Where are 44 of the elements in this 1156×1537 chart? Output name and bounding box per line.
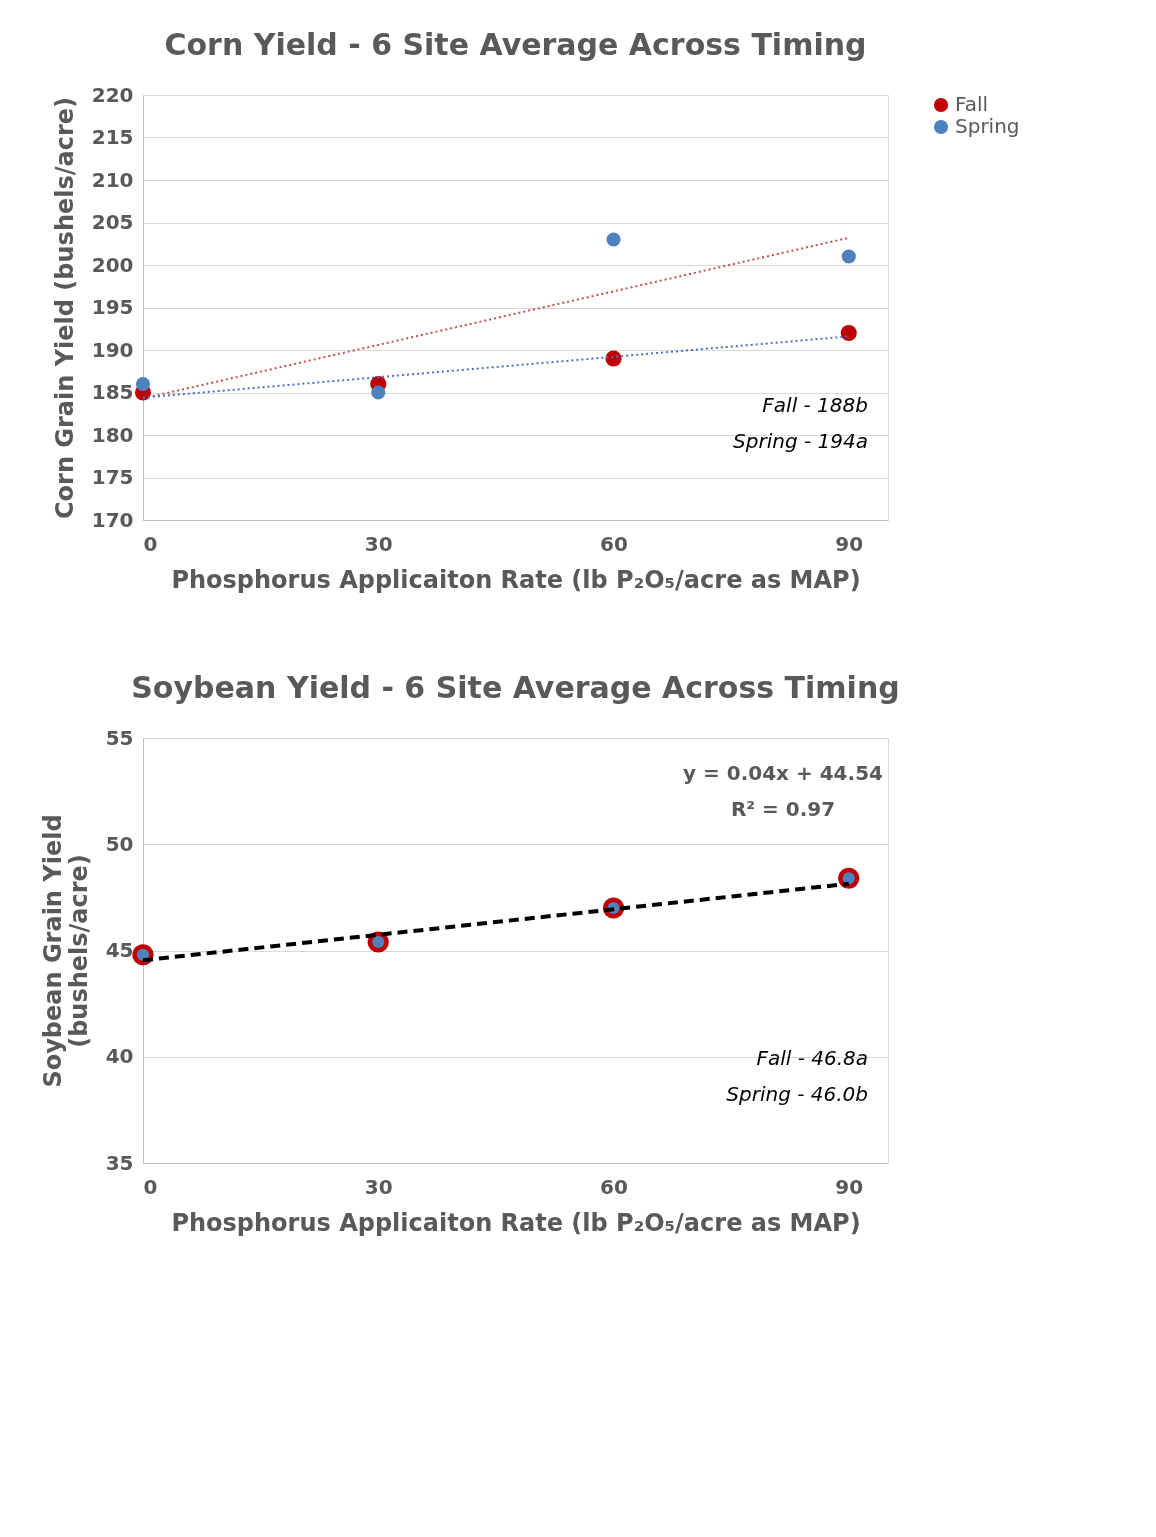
chart-title: Corn Yield - 6 Site Average Across Timing bbox=[164, 27, 867, 62]
y-axis-title: Corn Grain Yield (bushels/acre) bbox=[50, 96, 79, 520]
x-tick-label: 60 bbox=[600, 1174, 628, 1199]
point bbox=[841, 249, 856, 264]
x-tick-label: 30 bbox=[364, 1174, 393, 1199]
y-tick-label: 40 bbox=[105, 1044, 134, 1069]
annotation: Spring - 46.0b bbox=[726, 1082, 868, 1106]
y-tick-label: 175 bbox=[91, 465, 134, 489]
point bbox=[606, 232, 621, 247]
x-axis-title: Phosphorus Applicaiton Rate (lb P₂O₅/acre as MAP) bbox=[171, 1208, 861, 1237]
x-tick-label: 60 bbox=[600, 531, 628, 556]
y-tick-label: 55 bbox=[105, 725, 134, 750]
point bbox=[371, 385, 386, 400]
y-tick-label: 35 bbox=[105, 1150, 134, 1175]
x-axis-title: Phosphorus Applicaiton Rate (lb P₂O₅/acre as MAP) bbox=[171, 565, 861, 594]
y-tick-label: 185 bbox=[91, 380, 134, 404]
chart-title: Soybean Yield - 6 Site Average Across Timing bbox=[131, 670, 900, 705]
y-tick-label: 215 bbox=[91, 125, 134, 149]
y-tick-label: 205 bbox=[91, 210, 134, 234]
y-axis-title: Soybean Grain Yield (bushels/acre) bbox=[38, 814, 93, 1088]
legend-label: Spring bbox=[955, 114, 1020, 138]
y-tick-label: 180 bbox=[91, 422, 134, 447]
y-tick-label: 50 bbox=[105, 831, 134, 856]
x-tick-label: 90 bbox=[835, 531, 864, 556]
point bbox=[605, 350, 622, 367]
y-tick-label: 170 bbox=[91, 507, 134, 532]
annotation: y = 0.04x + 44.54 bbox=[683, 761, 883, 785]
y-tick-label: 200 bbox=[91, 252, 134, 277]
annotation: Fall - 46.8a bbox=[756, 1046, 868, 1070]
y-tick-label: 45 bbox=[105, 938, 134, 962]
y-tick-label: 190 bbox=[91, 337, 134, 362]
annotation: R² = 0.97 bbox=[730, 797, 836, 821]
y-tick-label: 220 bbox=[91, 82, 134, 107]
legend-label: Fall bbox=[955, 92, 989, 116]
x-tick-label: 30 bbox=[364, 531, 393, 556]
point bbox=[135, 376, 151, 392]
x-tick-label: 0 bbox=[143, 531, 158, 556]
y-tick-label: 195 bbox=[91, 295, 134, 319]
annotation: Spring - 194a bbox=[733, 429, 868, 453]
y-tick-label: 210 bbox=[91, 167, 134, 192]
x-tick-label: 90 bbox=[835, 1174, 864, 1199]
x-tick-label: 0 bbox=[143, 1174, 158, 1199]
annotation: Fall - 188b bbox=[762, 393, 868, 417]
point bbox=[840, 324, 857, 342]
